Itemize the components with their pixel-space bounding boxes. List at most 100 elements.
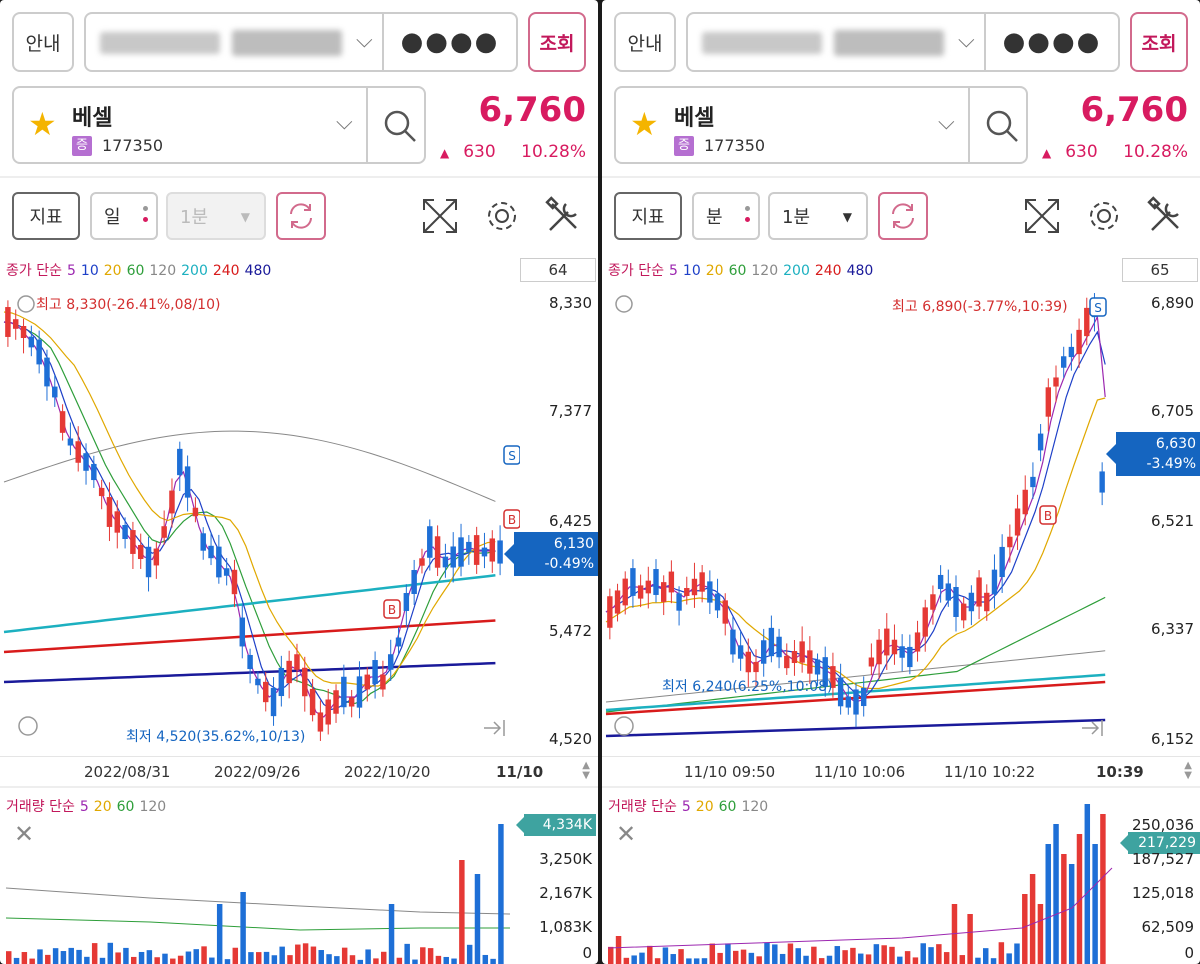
volume-chart[interactable]: 거래량 단순 5 20 60 120 ✕ 250,036 217,229 187,527… (602, 786, 1200, 964)
candlestick-plot: S B B (3, 295, 520, 741)
gear-icon[interactable] (482, 196, 522, 236)
close-icon[interactable]: ✕ (14, 820, 35, 848)
candle-body (1076, 329, 1082, 355)
resize-handle-icon[interactable]: ▲ ▼ (582, 760, 590, 781)
interval-select[interactable]: 1분 ▼ (768, 192, 868, 240)
interval-select[interactable]: 1분 ▼ (166, 192, 266, 240)
volume-bar (29, 958, 35, 964)
y-axis-label: 4,520 (549, 730, 592, 748)
volume-bar (466, 944, 473, 964)
stock-selector[interactable]: ★ 베셀 증 177350 ⌵ (614, 86, 1028, 164)
volume-bar (1084, 804, 1091, 964)
candle-body (1061, 356, 1067, 368)
close-icon[interactable]: ✕ (616, 820, 637, 848)
volume-bar (45, 954, 51, 964)
candle-body (403, 593, 410, 611)
candle-body (341, 676, 347, 708)
candle-body (192, 507, 199, 517)
up-triangle-icon: ▲ (1042, 146, 1052, 160)
volume-bar (772, 944, 778, 964)
chevron-down-icon[interactable]: ⌵ (336, 110, 353, 135)
indicator-button[interactable]: 지표 (614, 192, 682, 240)
candle-count-box[interactable]: 64 (520, 258, 596, 282)
candle-body (937, 574, 944, 590)
volume-bar (686, 958, 692, 964)
buy-marker: B (383, 599, 401, 619)
candle-body (1099, 471, 1105, 493)
star-icon[interactable]: ★ (630, 105, 659, 143)
expand-icon[interactable] (420, 196, 460, 236)
password-field[interactable]: ●●●● (1002, 27, 1102, 57)
search-icon[interactable] (382, 108, 418, 144)
zoom-in-icon (615, 295, 633, 313)
tools-icon[interactable] (544, 196, 584, 236)
zoom-in-icon (17, 295, 35, 313)
account-selector[interactable]: ⌵ ●●●● (84, 12, 518, 72)
ma-legend-item: 60 (728, 263, 747, 279)
chart-panel-minute: 안내 ⌵ ●●●● 조회 ★ 베셀 증 177350 ⌵ 6,760 ▲ 630 1… (602, 0, 1200, 964)
ma5-line (605, 314, 1106, 703)
masked-account-name (232, 30, 342, 56)
candle-body (52, 386, 58, 398)
resize-handle-icon[interactable]: ▲ ▼ (1184, 760, 1192, 781)
ma-legend-item: 200 (181, 263, 208, 279)
candle-count-box[interactable]: 65 (1122, 258, 1198, 282)
volume-bar (459, 860, 465, 964)
gear-icon[interactable] (1084, 196, 1124, 236)
candle-body (776, 636, 782, 658)
candle-body (481, 547, 488, 557)
query-button[interactable]: 조회 (528, 12, 586, 72)
tools-icon[interactable] (1146, 196, 1186, 236)
volume-bar (209, 957, 215, 964)
period-button[interactable]: 일 (90, 192, 158, 240)
guide-button[interactable]: 안내 (614, 12, 676, 72)
stock-selector[interactable]: ★ 베셀 증 177350 ⌵ (12, 86, 426, 164)
candle-body (294, 654, 300, 670)
volume-bar (975, 957, 981, 964)
volume-bar (920, 943, 926, 964)
chevron-down-icon[interactable]: ⌵ (938, 110, 955, 135)
marker-label: B (388, 603, 396, 617)
volume-bar (412, 959, 418, 964)
query-button[interactable]: 조회 (1130, 12, 1188, 72)
volume-current-tag: 217,229 (1120, 832, 1200, 854)
search-icon[interactable] (984, 108, 1020, 144)
candle-body (991, 569, 998, 595)
volume-bar (451, 958, 457, 964)
volume-bar (60, 951, 67, 964)
guide-button[interactable]: 안내 (12, 12, 74, 72)
price-chart[interactable]: 종가 단순 5 10 20 60 120 200 240 480 64 S B B 8,330 7,… (0, 256, 598, 782)
password-field[interactable]: ●●●● (400, 27, 500, 57)
period-button[interactable]: 분 (692, 192, 760, 240)
change-percent: 10.28% (521, 142, 586, 162)
volume-bar (1092, 844, 1098, 964)
volume-bar (279, 946, 285, 964)
change-amount: 630 (463, 142, 496, 162)
candle-body (75, 441, 81, 463)
indicator-button[interactable]: 지표 (12, 192, 80, 240)
x-axis-label: 11/10 10:22 (944, 763, 1036, 781)
volume-bar (240, 892, 246, 964)
vol-ma60-line (5, 917, 510, 931)
candle-body (676, 593, 682, 611)
candle-body (372, 660, 378, 684)
chevron-down-icon[interactable]: ⌵ (958, 28, 975, 53)
chevron-down-icon[interactable]: ⌵ (356, 28, 373, 53)
ma-legend-item: 10 (682, 263, 701, 279)
candle-body (450, 546, 456, 568)
volume-bar (943, 952, 950, 964)
expand-icon[interactable] (1022, 196, 1062, 236)
y-axis-label: 6,337 (1151, 620, 1194, 638)
volume-bar (639, 952, 645, 964)
volume-bar (131, 956, 137, 964)
refresh-icon (290, 203, 312, 229)
star-icon[interactable]: ★ (28, 105, 57, 143)
refresh-button[interactable] (878, 192, 928, 240)
candle-body (984, 592, 990, 612)
account-selector[interactable]: ⌵ ●●●● (686, 12, 1120, 72)
candle-body (999, 546, 1005, 578)
refresh-button[interactable] (276, 192, 326, 240)
candle-body (184, 466, 191, 498)
volume-chart[interactable]: 거래량 단순 5 20 60 120 ✕ 4,334K 3,250K 2,167K 1,… (0, 786, 598, 964)
